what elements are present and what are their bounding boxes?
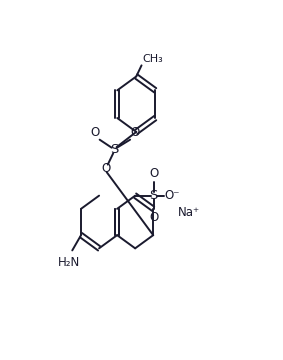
Text: O: O — [90, 126, 99, 139]
Text: O: O — [130, 126, 140, 139]
Text: S: S — [110, 143, 119, 157]
Text: CH₃: CH₃ — [143, 54, 163, 64]
Text: O: O — [101, 162, 110, 175]
Text: O: O — [149, 167, 158, 180]
Text: Na⁺: Na⁺ — [178, 206, 200, 219]
Text: O⁻: O⁻ — [165, 189, 180, 202]
Text: H₂N: H₂N — [58, 256, 80, 269]
Text: S: S — [150, 189, 158, 202]
Text: O: O — [149, 211, 158, 224]
